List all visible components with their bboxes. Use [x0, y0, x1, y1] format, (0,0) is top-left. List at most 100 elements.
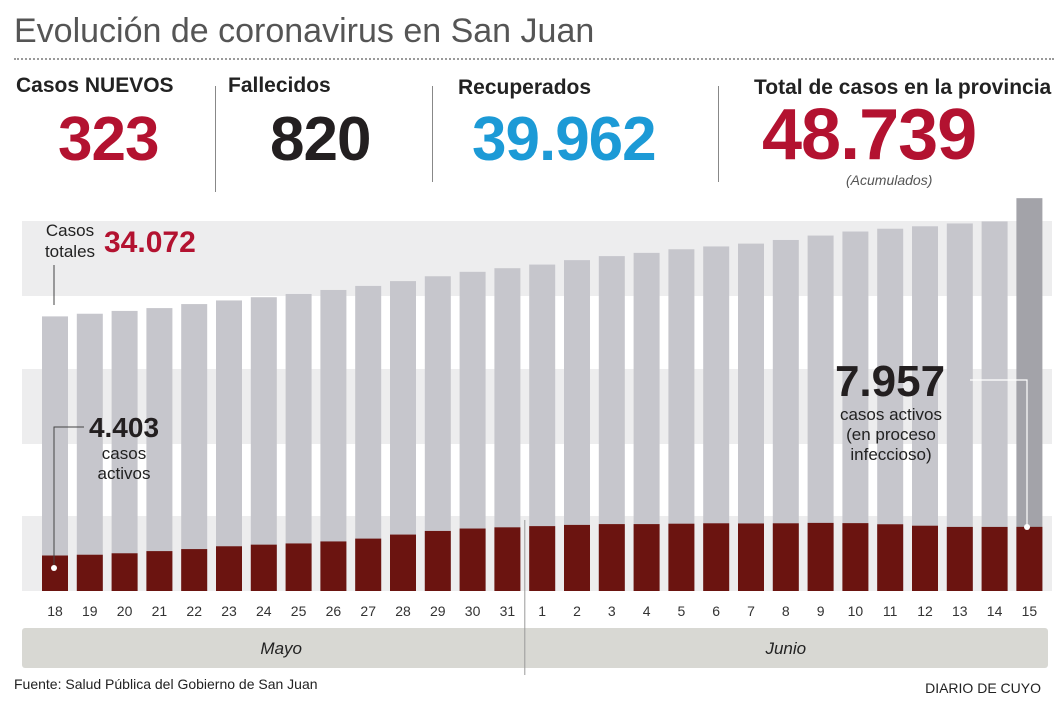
- bar-active-19: [76, 554, 103, 591]
- activos-end-text: infeccioso): [850, 445, 931, 464]
- recuperados-value: 39.962: [472, 105, 657, 174]
- bar-active-31: [494, 527, 521, 591]
- x-tick-label: 8: [782, 603, 790, 619]
- bar-total-19: [76, 313, 103, 591]
- month-band-group: Mayo Junio: [22, 520, 1048, 675]
- active-end-marker: [1024, 524, 1030, 530]
- active-start-marker: [51, 565, 57, 571]
- leader-line-active-start: [53, 426, 84, 568]
- bar-total-26: [320, 289, 347, 591]
- bar-total-25: [285, 293, 312, 591]
- bar-active-11: [877, 524, 904, 591]
- title-divider: [14, 58, 1054, 60]
- bar-active-27: [355, 538, 382, 591]
- stat-separator: [718, 86, 719, 182]
- x-tick-label: 10: [848, 603, 864, 619]
- month-band: [22, 628, 1048, 668]
- stat-separator: [215, 86, 216, 192]
- x-tick-label: 13: [952, 603, 968, 619]
- bar-active-4: [633, 524, 660, 591]
- acumulados-note: (Acumulados): [846, 172, 933, 188]
- bar-active-10: [842, 523, 869, 591]
- bar-active-21: [146, 551, 173, 591]
- x-tick-label: 1: [538, 603, 546, 619]
- x-tick-label: 5: [678, 603, 686, 619]
- bar-total-22: [181, 304, 208, 591]
- bar-active-13: [946, 526, 973, 591]
- total-casos-value: 48.739: [762, 95, 977, 175]
- page-title: Evolución de coronavirus en San Juan: [14, 12, 595, 50]
- stat-separator: [432, 86, 433, 182]
- x-tick-label: 7: [747, 603, 755, 619]
- source-note: Fuente: Salud Pública del Gobierno de Sa…: [14, 676, 318, 692]
- bar-active-15: [1016, 526, 1043, 591]
- bar-active-1: [529, 526, 556, 591]
- brand-credit: DIARIO DE CUYO: [925, 680, 1041, 696]
- activos-end-text: (en proceso: [846, 425, 936, 444]
- bar-active-29: [424, 530, 451, 591]
- x-tick-label: 26: [326, 603, 342, 619]
- bar-total-23: [216, 300, 242, 591]
- bar-active-7: [738, 523, 764, 591]
- x-tick-label: 2: [573, 603, 581, 619]
- casos-totales-label: Casos: [46, 221, 94, 240]
- x-tick-label: 4: [643, 603, 651, 619]
- activos-end-value: 7.957: [835, 357, 945, 406]
- x-axis-labels: 18 19 20 21 22 23 24 25 26 27 28 29 30 31 1 2 3 4 5 6 7 8 9 10 1…: [47, 603, 1037, 619]
- x-tick-label: 24: [256, 603, 272, 619]
- x-tick-label: 3: [608, 603, 616, 619]
- casos-nuevos-label: Casos NUEVOS: [16, 74, 174, 97]
- x-tick-label: 28: [395, 603, 411, 619]
- bar-active-12: [912, 525, 938, 591]
- bar-total-24: [250, 297, 277, 591]
- x-tick-label: 18: [47, 603, 63, 619]
- bar-active-22: [181, 549, 208, 591]
- x-tick-label: 31: [500, 603, 516, 619]
- x-tick-label: 15: [1022, 603, 1038, 619]
- bar-active-18: [42, 555, 68, 591]
- x-tick-label: 9: [817, 603, 825, 619]
- bar-active-26: [320, 541, 347, 591]
- bar-active-8: [772, 523, 799, 591]
- bar-active-30: [459, 528, 486, 591]
- bar-active-23: [216, 546, 242, 591]
- bar-total-21: [146, 308, 173, 591]
- annotations-group: Casos totales 34.072 4.403 casos activos…: [45, 221, 1030, 571]
- x-tick-label: 29: [430, 603, 446, 619]
- bar-total-18: [42, 316, 68, 591]
- x-tick-label: 21: [152, 603, 168, 619]
- bar-active-28: [390, 534, 416, 591]
- x-tick-label: 30: [465, 603, 481, 619]
- bar-active-5: [668, 523, 695, 591]
- bar-active-24: [250, 544, 277, 591]
- x-tick-label: 20: [117, 603, 133, 619]
- x-tick-label: 23: [221, 603, 237, 619]
- bar-active-3: [598, 524, 625, 591]
- x-tick-label: 27: [360, 603, 376, 619]
- bar-active-25: [285, 543, 312, 591]
- leader-line-active-end: [970, 379, 1028, 527]
- activos-start-text: casos: [102, 444, 146, 463]
- x-tick-label: 11: [883, 603, 898, 619]
- x-tick-label: 25: [291, 603, 307, 619]
- fallecidos-label: Fallecidos: [228, 74, 331, 97]
- activos-end-text: casos activos: [840, 405, 942, 424]
- recuperados-label: Recuperados: [458, 76, 592, 99]
- x-tick-label: 22: [186, 603, 202, 619]
- x-tick-label: 19: [82, 603, 98, 619]
- activos-start-value: 4.403: [89, 412, 159, 443]
- bar-active-6: [703, 523, 730, 591]
- fallecidos-value: 820: [270, 105, 371, 174]
- activos-start-text: activos: [98, 464, 151, 483]
- bar-active-20: [111, 553, 138, 591]
- casos-totales-value: 34.072: [104, 226, 196, 259]
- bar-active-9: [807, 522, 834, 591]
- bar-active-2: [564, 524, 590, 591]
- x-tick-label: 14: [987, 603, 1003, 619]
- month-label: Mayo: [260, 639, 302, 658]
- x-tick-label: 6: [712, 603, 720, 619]
- casos-nuevos-value: 323: [58, 105, 159, 174]
- bar-total-20: [111, 310, 138, 591]
- month-label: Junio: [764, 639, 806, 658]
